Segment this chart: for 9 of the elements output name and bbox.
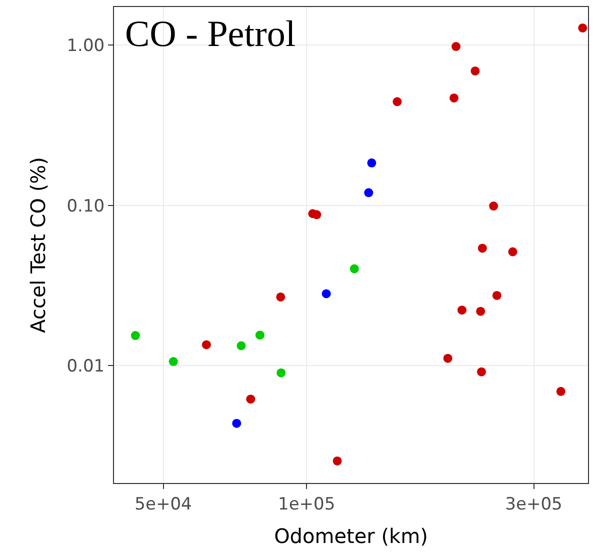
y-tick-label: 1.00 — [66, 36, 105, 56]
x-axis-title: Odometer (km) — [274, 524, 428, 548]
x-tick-label: 1e+05 — [278, 494, 336, 514]
chart-title: CO - Petrol — [125, 14, 296, 55]
y-tick-label: 0.01 — [66, 356, 105, 377]
x-tick-label: 5e+04 — [134, 494, 192, 514]
y-tick-label: 0.10 — [66, 196, 105, 216]
x-tick-label: 3e+05 — [505, 494, 562, 514]
y-axis-title: Accel Test CO (%) — [26, 157, 50, 333]
